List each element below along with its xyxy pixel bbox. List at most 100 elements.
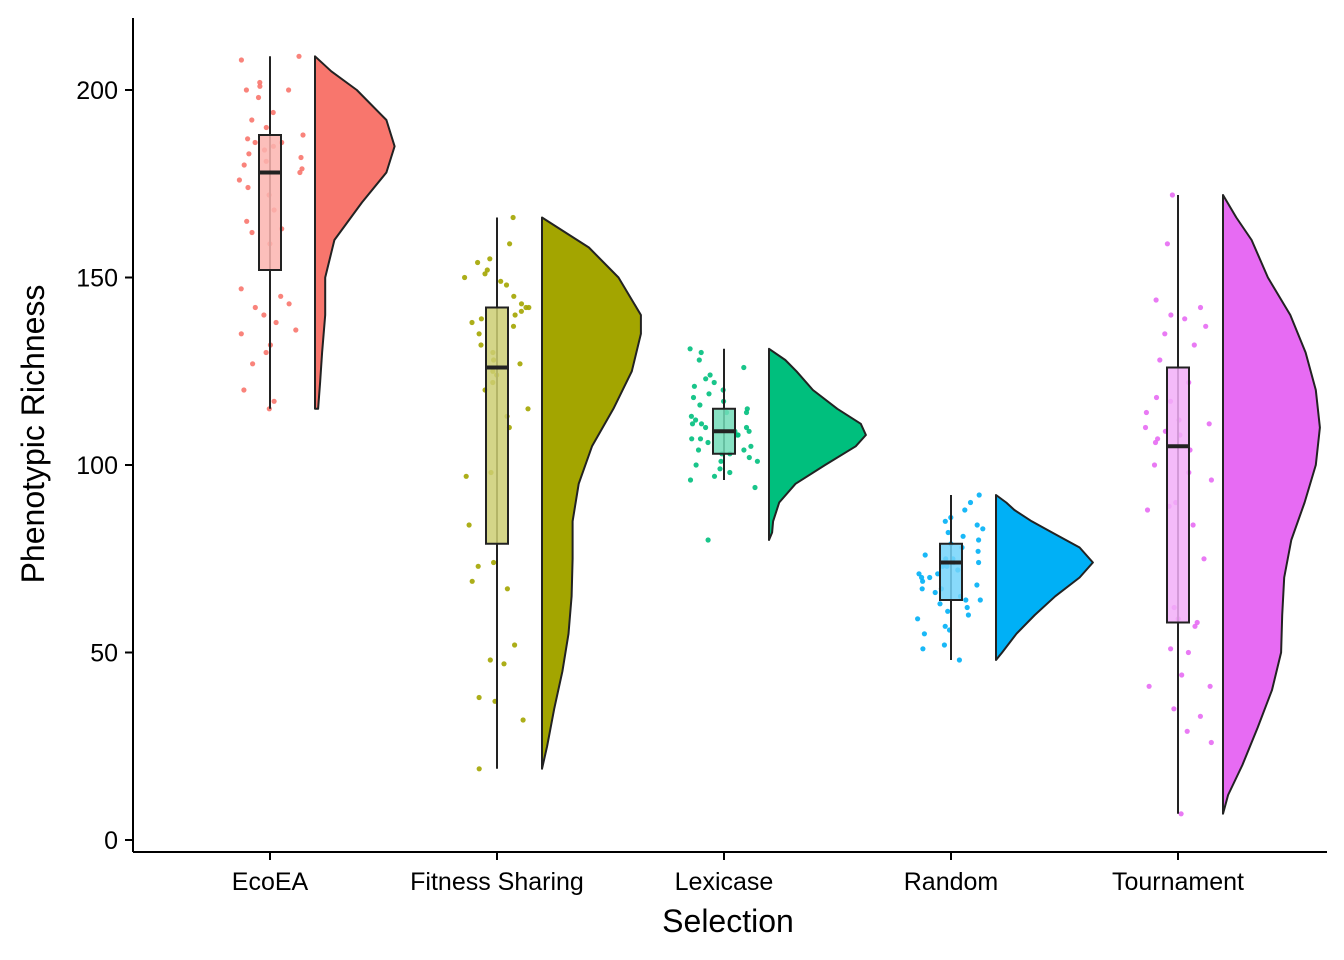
point-fitness-sharing bbox=[476, 331, 482, 337]
point-random bbox=[942, 623, 948, 629]
point-ecoea bbox=[293, 327, 299, 333]
point-random bbox=[967, 499, 974, 506]
point-fitness-sharing bbox=[511, 642, 518, 648]
point-lexicase bbox=[741, 364, 747, 371]
point-fitness-sharing bbox=[512, 312, 518, 318]
point-random bbox=[964, 604, 970, 611]
point-lexicase bbox=[743, 424, 750, 431]
point-tournament bbox=[1162, 331, 1168, 337]
point-ecoea bbox=[270, 109, 276, 116]
point-tournament bbox=[1184, 728, 1190, 734]
point-tournament bbox=[1207, 683, 1213, 689]
point-tournament bbox=[1142, 424, 1149, 431]
point-fitness-sharing bbox=[491, 559, 497, 566]
point-lexicase bbox=[690, 394, 697, 401]
point-tournament bbox=[1178, 811, 1184, 817]
point-random bbox=[922, 552, 928, 558]
point-lexicase bbox=[703, 424, 709, 431]
axes bbox=[132, 18, 1327, 853]
point-lexicase bbox=[698, 349, 704, 356]
point-fitness-sharing bbox=[507, 241, 513, 247]
point-lexicase bbox=[707, 372, 713, 378]
point-lexicase bbox=[746, 454, 752, 461]
point-tournament bbox=[1179, 672, 1185, 678]
point-tournament bbox=[1155, 436, 1161, 442]
point-random bbox=[920, 646, 926, 652]
violin-tournament bbox=[1222, 194, 1321, 815]
point-lexicase bbox=[693, 462, 699, 468]
point-random bbox=[965, 612, 972, 618]
point-tournament bbox=[1164, 241, 1170, 247]
point-ecoea bbox=[245, 184, 251, 191]
point-random bbox=[927, 574, 933, 581]
point-fitness-sharing bbox=[498, 278, 504, 284]
point-tournament bbox=[1197, 713, 1203, 719]
x-tick-label: EcoEA bbox=[232, 868, 309, 896]
point-lexicase bbox=[717, 466, 723, 472]
point-lexicase bbox=[689, 421, 696, 427]
point-ecoea bbox=[241, 162, 247, 168]
point-random bbox=[919, 586, 925, 592]
point-lexicase bbox=[705, 439, 711, 446]
point-ecoea bbox=[250, 361, 256, 367]
point-lexicase bbox=[741, 447, 747, 453]
point-lexicase bbox=[693, 417, 699, 423]
x-tick-label: Tournament bbox=[1112, 868, 1244, 896]
point-fitness-sharing bbox=[478, 342, 484, 348]
point-ecoea bbox=[298, 154, 304, 161]
point-ecoea bbox=[257, 79, 263, 86]
y-tick-label: 0 bbox=[104, 827, 118, 855]
y-tick-label: 50 bbox=[90, 640, 118, 668]
point-random bbox=[974, 522, 980, 528]
point-ecoea bbox=[286, 301, 292, 307]
point-random bbox=[941, 642, 948, 648]
point-lexicase bbox=[748, 443, 754, 449]
point-random bbox=[956, 657, 963, 663]
point-ecoea bbox=[261, 312, 267, 318]
point-fitness-sharing bbox=[484, 267, 490, 273]
point-lexicase bbox=[744, 406, 750, 412]
point-fitness-sharing bbox=[476, 766, 482, 772]
point-fitness-sharing bbox=[463, 473, 469, 479]
point-tournament bbox=[1153, 394, 1160, 401]
point-random bbox=[915, 616, 921, 622]
point-random bbox=[916, 571, 922, 577]
box-random bbox=[939, 542, 963, 601]
point-random bbox=[975, 548, 981, 554]
point-lexicase bbox=[734, 432, 741, 438]
point-fitness-sharing bbox=[510, 214, 516, 221]
point-tournament bbox=[1182, 316, 1188, 322]
x-tick-label: Fitness Sharing bbox=[410, 868, 584, 896]
point-random bbox=[963, 597, 969, 603]
point-ecoea bbox=[252, 139, 258, 146]
violin-ecoea bbox=[314, 55, 396, 410]
group-tournament bbox=[1142, 192, 1321, 817]
point-random bbox=[942, 518, 948, 524]
point-fitness-sharing bbox=[525, 406, 531, 412]
point-ecoea bbox=[255, 94, 262, 101]
point-tournament bbox=[1191, 342, 1197, 348]
point-lexicase bbox=[697, 402, 703, 408]
plot-area bbox=[236, 53, 1321, 817]
point-ecoea bbox=[263, 349, 269, 356]
x-tick-label: Random bbox=[904, 868, 999, 896]
point-fitness-sharing bbox=[501, 661, 507, 667]
point-lexicase bbox=[711, 473, 718, 479]
point-ecoea bbox=[238, 286, 244, 292]
point-fitness-sharing bbox=[518, 308, 525, 314]
point-ecoea bbox=[286, 87, 292, 93]
point-lexicase bbox=[695, 447, 702, 453]
point-lexicase bbox=[691, 383, 698, 389]
point-tournament bbox=[1144, 507, 1151, 513]
point-fitness-sharing bbox=[517, 361, 523, 367]
point-ecoea bbox=[245, 136, 251, 142]
y-tick-label: 200 bbox=[76, 77, 118, 105]
point-tournament bbox=[1208, 477, 1214, 483]
point-ecoea bbox=[296, 53, 302, 59]
point-fitness-sharing bbox=[518, 301, 525, 307]
point-ecoea bbox=[278, 293, 284, 299]
violin-random bbox=[995, 494, 1094, 661]
point-ecoea bbox=[249, 229, 255, 236]
point-fitness-sharing bbox=[503, 282, 510, 288]
box-ecoea bbox=[258, 134, 282, 271]
